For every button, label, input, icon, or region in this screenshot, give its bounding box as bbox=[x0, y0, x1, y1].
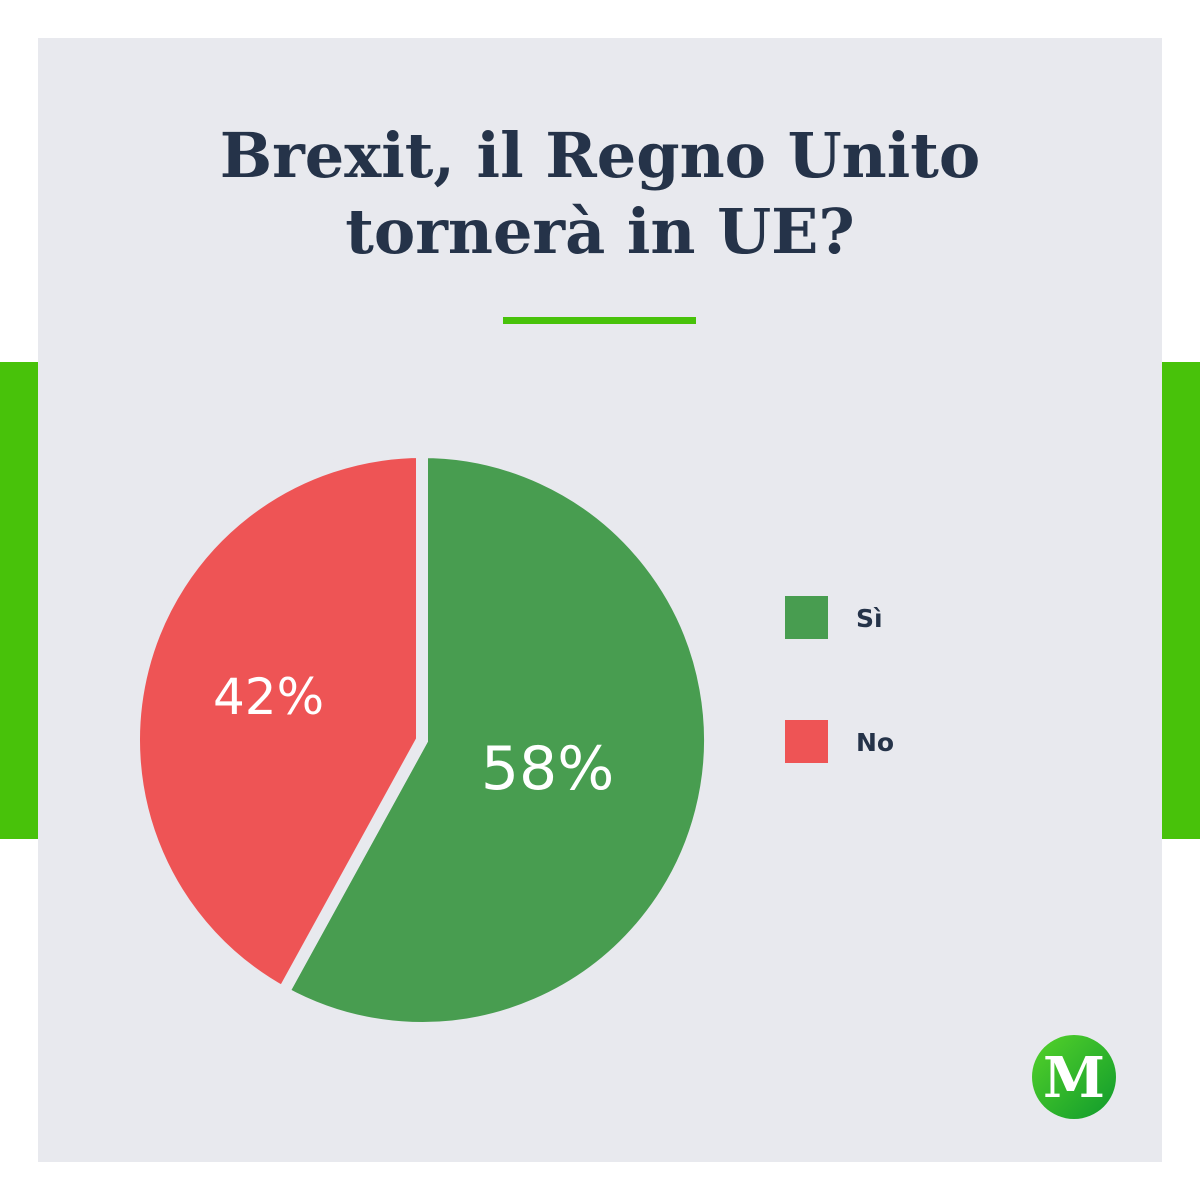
pie-slice-no bbox=[128, 445, 428, 1001]
left-accent-bar bbox=[0, 362, 38, 839]
chart-title-line-2: tornerà in UE? bbox=[345, 195, 855, 268]
chart-legend: Sì No bbox=[785, 596, 894, 763]
title-underline bbox=[503, 317, 696, 324]
legend-label-si: Sì bbox=[856, 604, 883, 633]
logo-letter: M bbox=[1043, 1045, 1105, 1111]
legend-swatch-si bbox=[785, 596, 828, 639]
legend-label-no: No bbox=[856, 728, 894, 757]
slice-value-label-no: 42% bbox=[213, 668, 324, 726]
pie-slice-si bbox=[275, 445, 716, 1034]
chart-title-line-1: Brexit, il Regno Unito bbox=[219, 119, 981, 192]
legend-swatch-no bbox=[785, 720, 828, 763]
pie-slice-labels: 58% 42% bbox=[213, 668, 614, 804]
brand-logo-icon: M bbox=[1032, 1035, 1116, 1119]
slice-value-label-si: 58% bbox=[481, 734, 614, 804]
chart-title: Brexit, il Regno Unito tornerà in UE? bbox=[0, 118, 1200, 270]
right-accent-bar bbox=[1162, 362, 1200, 839]
pie-slices bbox=[128, 445, 716, 1034]
